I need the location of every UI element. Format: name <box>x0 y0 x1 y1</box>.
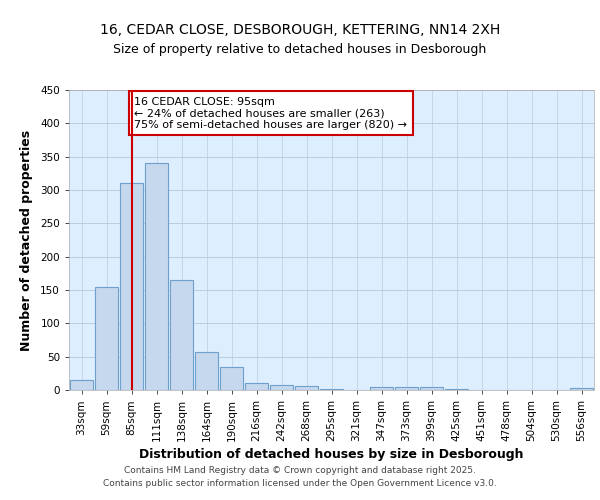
Bar <box>395 386 418 390</box>
Bar <box>420 388 443 390</box>
Bar <box>295 386 318 390</box>
X-axis label: Distribution of detached houses by size in Desborough: Distribution of detached houses by size … <box>139 448 524 461</box>
Bar <box>70 380 93 390</box>
Bar <box>220 368 243 390</box>
Bar <box>370 386 393 390</box>
Text: Contains HM Land Registry data © Crown copyright and database right 2025.
Contai: Contains HM Land Registry data © Crown c… <box>103 466 497 487</box>
Bar <box>170 280 193 390</box>
Bar <box>245 384 268 390</box>
Bar <box>270 384 293 390</box>
Bar <box>120 184 143 390</box>
Bar <box>195 352 218 390</box>
Text: 16 CEDAR CLOSE: 95sqm
← 24% of detached houses are smaller (263)
75% of semi-det: 16 CEDAR CLOSE: 95sqm ← 24% of detached … <box>134 96 407 130</box>
Y-axis label: Number of detached properties: Number of detached properties <box>20 130 33 350</box>
Bar <box>95 286 118 390</box>
Text: 16, CEDAR CLOSE, DESBOROUGH, KETTERING, NN14 2XH: 16, CEDAR CLOSE, DESBOROUGH, KETTERING, … <box>100 22 500 36</box>
Text: Size of property relative to detached houses in Desborough: Size of property relative to detached ho… <box>113 42 487 56</box>
Bar <box>145 164 168 390</box>
Bar <box>570 388 593 390</box>
